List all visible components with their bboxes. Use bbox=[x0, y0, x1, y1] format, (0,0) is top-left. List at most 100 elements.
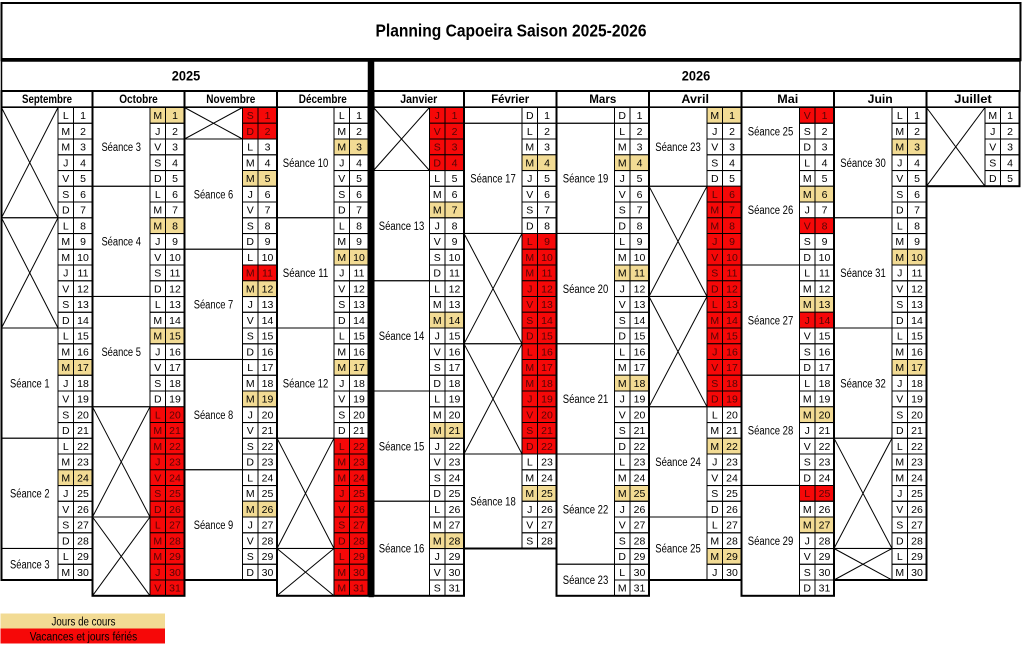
svg-text:Séance 9: Séance 9 bbox=[194, 520, 234, 532]
svg-text:13: 13 bbox=[541, 299, 553, 311]
svg-text:14: 14 bbox=[169, 315, 181, 327]
svg-text:M: M bbox=[433, 409, 442, 421]
svg-text:21: 21 bbox=[353, 425, 365, 437]
svg-text:8: 8 bbox=[265, 220, 271, 232]
svg-text:12: 12 bbox=[819, 283, 831, 295]
svg-text:M: M bbox=[61, 252, 70, 264]
svg-text:L: L bbox=[434, 173, 440, 185]
svg-text:2: 2 bbox=[822, 126, 828, 138]
svg-text:8: 8 bbox=[914, 220, 920, 232]
svg-text:18: 18 bbox=[77, 378, 89, 390]
svg-text:V: V bbox=[434, 457, 441, 469]
svg-text:M: M bbox=[61, 362, 70, 374]
svg-text:2: 2 bbox=[356, 126, 362, 138]
svg-text:M: M bbox=[153, 425, 162, 437]
svg-text:J: J bbox=[620, 173, 625, 185]
svg-text:J: J bbox=[897, 378, 902, 390]
svg-text:12: 12 bbox=[911, 283, 923, 295]
svg-text:8: 8 bbox=[544, 220, 550, 232]
svg-text:31: 31 bbox=[634, 583, 646, 595]
svg-text:5: 5 bbox=[914, 173, 920, 185]
svg-text:29: 29 bbox=[262, 551, 274, 563]
svg-text:11: 11 bbox=[170, 268, 181, 280]
svg-text:18: 18 bbox=[911, 378, 923, 390]
svg-text:L: L bbox=[63, 220, 69, 232]
svg-text:Juin: Juin bbox=[868, 94, 893, 106]
svg-text:S: S bbox=[526, 315, 533, 327]
svg-text:M: M bbox=[895, 567, 904, 579]
svg-text:1: 1 bbox=[637, 110, 643, 122]
svg-text:17: 17 bbox=[169, 362, 181, 374]
svg-text:4: 4 bbox=[1007, 157, 1013, 169]
svg-text:D: D bbox=[246, 567, 254, 579]
svg-text:18: 18 bbox=[726, 378, 738, 390]
svg-text:V: V bbox=[989, 142, 996, 154]
svg-text:Séance 32: Séance 32 bbox=[840, 378, 886, 390]
svg-text:26: 26 bbox=[726, 504, 738, 516]
svg-text:1: 1 bbox=[544, 110, 550, 122]
svg-text:21: 21 bbox=[819, 425, 831, 437]
svg-text:D: D bbox=[526, 220, 534, 232]
svg-text:Mai: Mai bbox=[777, 94, 798, 106]
svg-text:V: V bbox=[526, 409, 533, 421]
svg-text:V: V bbox=[619, 189, 626, 201]
svg-text:5: 5 bbox=[544, 173, 550, 185]
svg-text:L: L bbox=[339, 220, 345, 232]
svg-text:L: L bbox=[63, 331, 69, 343]
svg-text:V: V bbox=[526, 189, 533, 201]
svg-text:J: J bbox=[339, 268, 344, 280]
svg-text:M: M bbox=[337, 346, 346, 358]
svg-text:V: V bbox=[619, 409, 626, 421]
svg-text:21: 21 bbox=[726, 425, 738, 437]
svg-text:11: 11 bbox=[262, 268, 273, 280]
svg-text:8: 8 bbox=[80, 220, 86, 232]
svg-text:M: M bbox=[895, 362, 904, 374]
svg-text:2: 2 bbox=[265, 126, 271, 138]
svg-text:S: S bbox=[619, 315, 626, 327]
svg-text:M: M bbox=[803, 189, 812, 201]
svg-text:19: 19 bbox=[449, 394, 461, 406]
svg-text:20: 20 bbox=[541, 409, 553, 421]
svg-text:24: 24 bbox=[726, 472, 738, 484]
svg-text:M: M bbox=[710, 535, 719, 547]
svg-text:31: 31 bbox=[449, 583, 461, 595]
svg-text:20: 20 bbox=[262, 409, 274, 421]
svg-text:7: 7 bbox=[544, 205, 550, 217]
svg-text:L: L bbox=[247, 472, 253, 484]
svg-text:4: 4 bbox=[729, 157, 735, 169]
svg-text:24: 24 bbox=[634, 472, 646, 484]
svg-text:L: L bbox=[63, 441, 69, 453]
svg-text:15: 15 bbox=[634, 331, 646, 343]
svg-text:1: 1 bbox=[452, 110, 458, 122]
svg-text:J: J bbox=[435, 110, 440, 122]
svg-text:17: 17 bbox=[449, 362, 461, 374]
svg-text:D: D bbox=[433, 268, 441, 280]
svg-text:9: 9 bbox=[452, 236, 458, 248]
svg-text:M: M bbox=[710, 551, 719, 563]
svg-text:J: J bbox=[897, 488, 902, 500]
svg-text:J: J bbox=[527, 504, 532, 516]
svg-text:3: 3 bbox=[729, 142, 735, 154]
svg-text:28: 28 bbox=[169, 535, 181, 547]
svg-text:4: 4 bbox=[544, 157, 550, 169]
svg-text:7: 7 bbox=[637, 205, 643, 217]
svg-text:L: L bbox=[897, 110, 903, 122]
svg-text:J: J bbox=[435, 331, 440, 343]
svg-text:L: L bbox=[434, 504, 440, 516]
svg-text:25: 25 bbox=[169, 488, 181, 500]
svg-text:L: L bbox=[155, 409, 161, 421]
svg-text:V: V bbox=[338, 504, 345, 516]
svg-text:Séance 23: Séance 23 bbox=[563, 575, 609, 587]
svg-text:2: 2 bbox=[729, 126, 735, 138]
svg-text:J: J bbox=[897, 268, 902, 280]
svg-text:2: 2 bbox=[914, 126, 920, 138]
svg-text:26: 26 bbox=[77, 504, 89, 516]
svg-text:J: J bbox=[712, 346, 717, 358]
svg-text:2: 2 bbox=[172, 126, 178, 138]
svg-text:J: J bbox=[248, 299, 253, 311]
svg-text:16: 16 bbox=[634, 346, 646, 358]
svg-text:30: 30 bbox=[262, 567, 274, 579]
svg-text:D: D bbox=[154, 504, 162, 516]
svg-text:J: J bbox=[155, 126, 160, 138]
svg-text:J: J bbox=[527, 173, 532, 185]
